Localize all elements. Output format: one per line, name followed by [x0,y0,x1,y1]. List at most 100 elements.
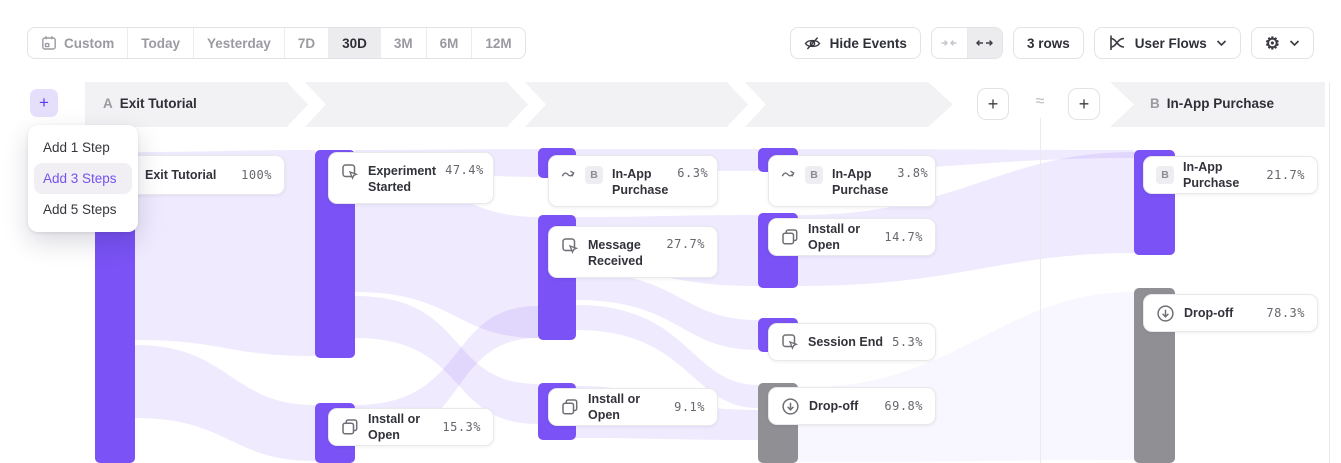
flow-break-separator [1040,118,1041,463]
expand-columns-button[interactable] [966,28,1002,58]
node-card-in-app-purchase-b[interactable]: B In-App Purchase 21.7% [1143,156,1318,194]
node-percentage: 47.4% [445,163,484,177]
node-percentage: 14.7% [884,230,923,244]
step-b-badge: B [805,166,823,184]
date-range-30d[interactable]: 30D [328,28,380,58]
node-percentage: 3.8% [897,166,929,180]
node-label: Experiment Started [368,164,437,194]
node-label: In-App Purchase [612,167,669,197]
toolbar: Custom Today Yesterday 7D 30D 3M 6M 12M Hide Ev… [27,27,1314,59]
date-range-label: 6M [439,35,459,51]
node-label: Drop-off [809,399,859,413]
date-range-3m[interactable]: 3M [379,28,426,58]
node-label: Exit Tutorial [145,168,217,182]
step-a-header[interactable]: A Exit Tutorial [103,96,197,111]
collapse-columns-button[interactable] [932,28,967,58]
node-percentage: 27.7% [666,237,705,251]
date-range-yesterday[interactable]: Yesterday [193,28,284,58]
date-range-label: Today [141,35,181,51]
date-range-label: 30D [342,35,367,51]
chevron-down-icon [1216,39,1227,47]
node-card-session-end[interactable]: Session End 5.3% [768,323,936,361]
node-card-in-app-purchase-1[interactable]: B In-App Purchase 6.3% [548,155,718,207]
node-card-drop-off-2[interactable]: Drop-off 78.3% [1143,294,1318,332]
rows-label: 3 rows [1026,35,1070,51]
step-a-badge: A [103,96,113,111]
date-range-label: 12M [485,35,512,51]
step-header-band [85,73,1325,135]
node-card-in-app-purchase-2[interactable]: B In-App Purchase 3.8% [768,155,936,207]
toolbar-right-group: Hide Events 3 rows [789,27,1314,59]
event-icon [341,163,359,181]
step-b-name: In-App Purchase [1166,96,1275,111]
node-card-message-received[interactable]: Message Received 27.7% [548,226,718,278]
date-range-6m[interactable]: 6M [425,28,472,58]
hide-events-label: Hide Events [829,35,907,51]
flows-chart-icon [1108,34,1126,52]
install-icon [781,228,799,246]
drop-off-icon [781,397,800,416]
install-icon [561,398,579,416]
calendar-icon [41,35,57,51]
node-label: In-App Purchase [832,167,889,197]
date-range-12m[interactable]: 12M [471,28,524,58]
date-range-7d[interactable]: 7D [283,28,328,58]
date-range-today[interactable]: Today [127,28,193,58]
node-percentage: 15.3% [442,420,481,434]
node-card-install-or-open-3[interactable]: Install or Open 14.7% [768,218,936,256]
add-step-button[interactable]: + [30,89,58,117]
insert-step-after-break-button[interactable]: + [1068,88,1100,120]
event-icon [561,237,579,255]
flow-ribbon[interactable] [355,296,538,424]
node-card-install-or-open-2[interactable]: Install or Open 9.1% [548,388,718,426]
date-range-label: 7D [297,35,316,51]
view-type-dropdown[interactable]: User Flows [1093,27,1241,59]
squiggle-arrow-icon [781,166,796,181]
flow-break-symbol: ≈ [1035,93,1045,110]
insert-step-before-break-button[interactable]: + [977,88,1009,120]
node-card-drop-off-1[interactable]: Drop-off 69.8% [768,387,936,425]
flow-ribbon[interactable] [576,272,758,350]
eye-slash-icon [804,35,821,52]
node-percentage: 21.7% [1266,168,1305,182]
chevron-down-icon [1289,39,1300,47]
node-percentage: 100% [241,168,272,182]
node-label: Install or Open [368,412,421,442]
flow-ribbon[interactable] [576,305,758,408]
rows-button[interactable]: 3 rows [1012,27,1084,59]
step-b-badge: B [585,166,603,184]
node-label: Session End [808,335,884,349]
settings-dropdown[interactable]: ⚙ [1250,27,1314,59]
menu-item-add-5-steps[interactable]: Add 5 Steps [43,202,117,217]
drop-off-icon [1156,304,1175,323]
node-label: Install or Open [808,222,861,252]
spacing-toggle [930,27,1003,59]
view-type-label: User Flows [1134,35,1207,51]
flow-ribbon[interactable] [798,292,1134,462]
node-label: Message Received [588,238,643,268]
flow-ribbon[interactable] [135,150,315,356]
gear-icon: ⚙ [1264,33,1280,53]
node-percentage: 5.3% [892,335,923,349]
node-card-experiment-started[interactable]: Experiment Started 47.4% [328,152,494,204]
node-percentage: 9.1% [674,400,705,414]
hide-events-button[interactable]: Hide Events [789,27,921,59]
node-percentage: 78.3% [1266,306,1305,320]
menu-item-add-1-step[interactable]: Add 1 Step [43,140,110,155]
squiggle-arrow-icon [561,166,576,181]
date-range-label: Custom [64,35,115,51]
step-a-name: Exit Tutorial [119,96,197,111]
node-percentage: 69.8% [884,399,923,413]
date-range-custom[interactable]: Custom [28,28,127,58]
node-card-install-or-open-1[interactable]: Install or Open 15.3% [328,408,494,446]
date-range-label: Yesterday [207,35,271,51]
menu-item-add-3-steps[interactable]: Add 3 Steps [34,163,132,194]
flow-ribbon[interactable] [355,172,538,338]
flow-ribbon[interactable] [135,345,315,461]
panel-right-border [1329,82,1330,463]
date-range-selector: Custom Today Yesterday 7D 30D 3M 6M 12M [27,27,526,59]
add-step-menu: Add 1 Step Add 3 Steps Add 5 Steps [28,125,138,232]
step-b-header[interactable]: B In-App Purchase [1150,96,1274,111]
date-range-label: 3M [393,35,413,51]
